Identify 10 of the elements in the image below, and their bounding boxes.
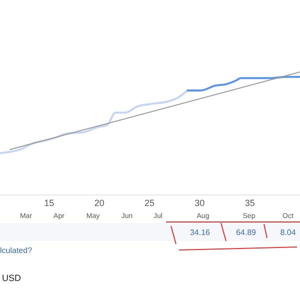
text: lculated? (0, 246, 33, 255)
text: 8.04 (280, 228, 296, 237)
x-tick-label: 25 (144, 198, 155, 208)
text: 64.89 (236, 228, 257, 237)
text: USD (2, 273, 22, 283)
x-tick-label: 20 (94, 198, 104, 208)
text: 34.16 (190, 228, 211, 237)
x-tick-label: 15 (44, 198, 54, 208)
x-tick-label: 30 (194, 198, 205, 208)
x-tick-label: 35 (244, 198, 255, 208)
